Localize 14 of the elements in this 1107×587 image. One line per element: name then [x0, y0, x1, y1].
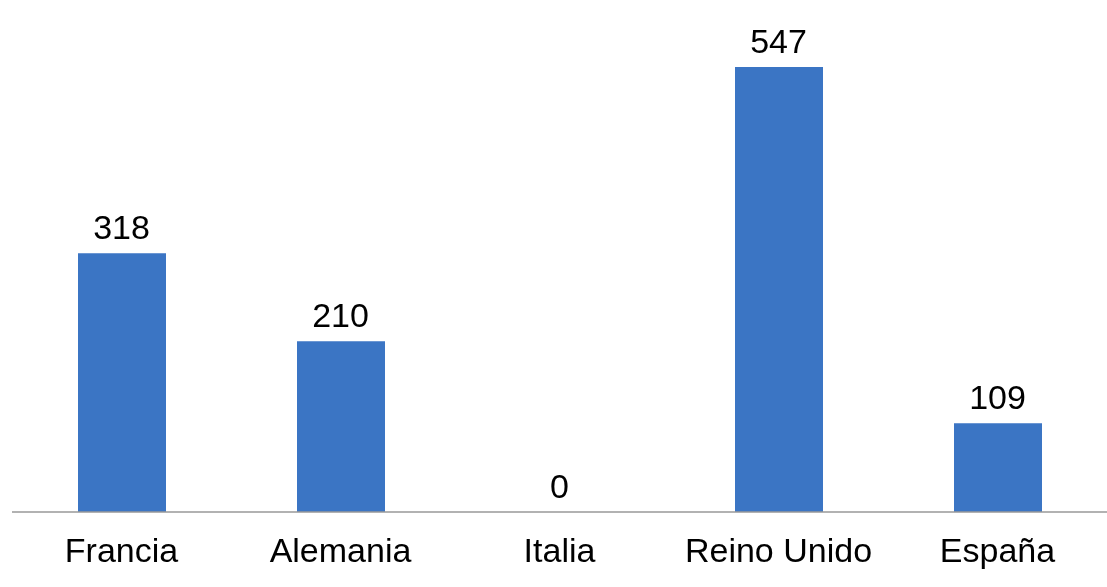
x-tick-label: Reino Unido	[684, 531, 873, 570]
data-label: 318	[93, 208, 150, 247]
data-label: 547	[750, 22, 807, 60]
data-label: 210	[312, 296, 369, 335]
bar	[78, 253, 166, 512]
bar	[954, 423, 1042, 512]
data-label: 109	[969, 378, 1026, 417]
x-tick-label: Francia	[64, 531, 179, 570]
x-tick-label: Italia	[523, 531, 596, 570]
data-label: 0	[550, 467, 569, 505]
bar	[735, 67, 823, 512]
x-tick-label: Alemania	[269, 531, 412, 570]
x-tick-label: España	[939, 531, 1056, 570]
bar	[297, 341, 385, 512]
